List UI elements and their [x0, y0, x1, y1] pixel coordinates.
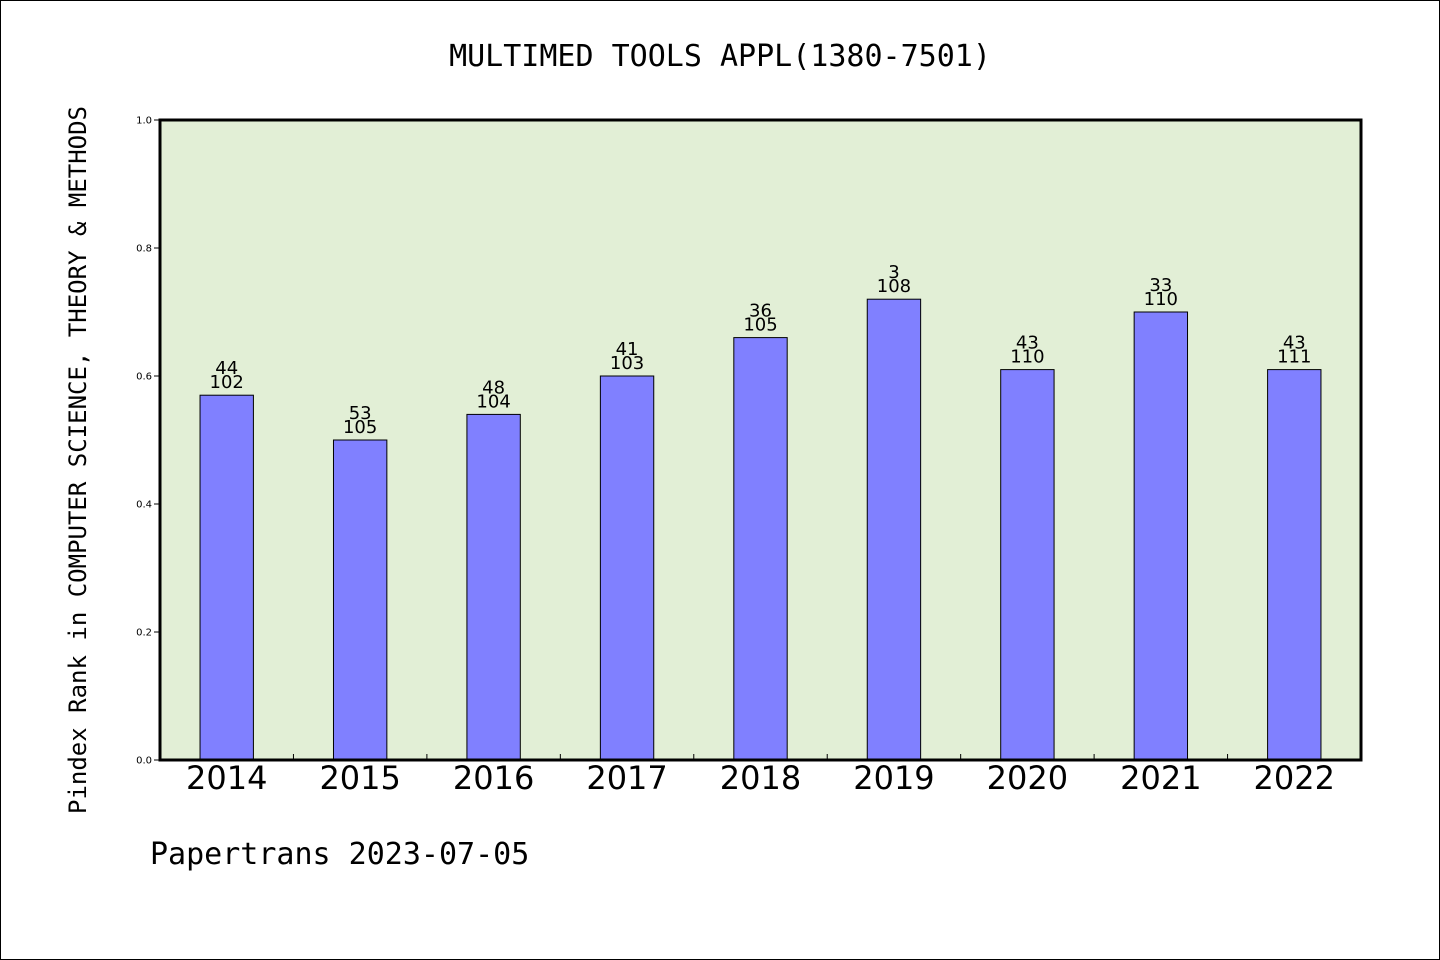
y-tick-label: 0.4 [136, 500, 152, 511]
data-label-bottom: 108 [877, 276, 911, 297]
data-label-bottom: 103 [610, 353, 644, 374]
y-tick-label: 1.0 [136, 116, 152, 127]
x-tick-label: 2021 [1120, 759, 1201, 797]
data-label-bottom: 104 [476, 391, 510, 412]
bar [1000, 369, 1055, 761]
bar [1267, 369, 1322, 761]
x-tick-label: 2014 [186, 759, 267, 797]
x-tick-label: 2019 [853, 759, 934, 797]
y-axis-label: Pindex Rank in COMPUTER SCIENCE, THEORY … [64, 106, 92, 814]
x-tick-label: 2015 [319, 759, 400, 797]
bar [199, 394, 254, 761]
data-label-bottom: 102 [210, 372, 244, 393]
bar [332, 439, 388, 761]
y-tick-label: 0.6 [136, 372, 152, 383]
data-label-bottom: 105 [743, 315, 777, 336]
data-label-top: 44 [215, 358, 238, 379]
y-tick-label: 0.2 [136, 628, 152, 639]
bar [1133, 311, 1189, 761]
x-tick-label: 2020 [987, 759, 1068, 797]
data-label-top: 36 [749, 301, 772, 322]
x-tick-label: 2022 [1254, 759, 1335, 797]
bar [733, 337, 788, 761]
data-label-top: 43 [1016, 333, 1039, 354]
data-label-top: 3 [888, 262, 899, 283]
data-label-bottom: 110 [1010, 347, 1044, 368]
footer-text: Papertrans 2023-07-05 [150, 837, 529, 872]
x-tick-label: 2016 [453, 759, 534, 797]
y-axis: 0.0 0.2 0.4 0.6 0.8 1.0 [136, 116, 160, 767]
y-tick-label: 0.8 [136, 244, 152, 255]
chart-title: MULTIMED TOOLS APPL(1380-7501) [449, 39, 991, 74]
data-label-top: 43 [1283, 333, 1306, 354]
plot-border [158, 118, 1363, 762]
data-label-bottom: 110 [1144, 289, 1178, 310]
data-label-bottom: 105 [343, 417, 377, 438]
data-label-top: 41 [616, 339, 639, 360]
data-label-top: 48 [482, 377, 505, 398]
bar [599, 375, 655, 761]
x-axis: 2014 2015 2016 2017 2018 2019 2020 2021 2022 [186, 754, 1335, 797]
data-label-top: 53 [349, 403, 372, 424]
bars: 4410253105481044110336105310843110331104… [199, 262, 1322, 761]
bar [466, 413, 521, 761]
x-tick-label: 2017 [586, 759, 667, 797]
data-label-bottom: 111 [1277, 347, 1311, 368]
x-tick-label: 2018 [720, 759, 801, 797]
y-tick-label: 0.0 [136, 756, 152, 767]
data-label-top: 33 [1149, 275, 1172, 296]
bar [866, 298, 922, 761]
